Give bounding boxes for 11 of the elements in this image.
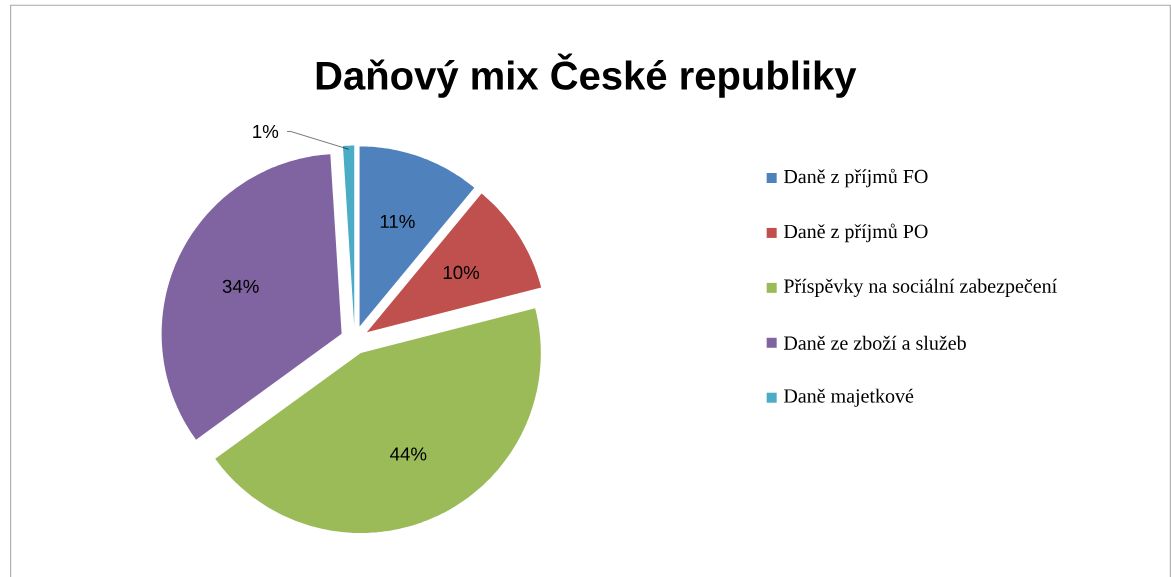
data-label: 1%: [253, 124, 279, 138]
data-label: 11%: [380, 214, 415, 228]
data-label: 44%: [390, 447, 427, 461]
legend-label: Daně ze zboží a služeb: [783, 335, 966, 350]
data-label: 34%: [222, 279, 259, 293]
legend-label: Daně z příjmů FO: [783, 168, 928, 188]
legend-label: Příspěvky na sociální zabezpečení: [783, 278, 1057, 297]
data-label: 10%: [443, 265, 480, 280]
chart-title: Daňový mix České republiky: [316, 53, 857, 98]
legend-label: Daně z příjmů PO: [783, 223, 928, 243]
legend-label: Daně majetkové: [783, 388, 914, 407]
